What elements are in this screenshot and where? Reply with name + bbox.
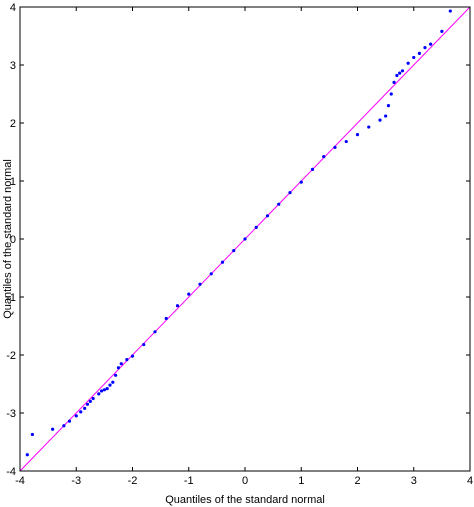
- data-point: [111, 380, 115, 384]
- data-points-layer: [25, 9, 452, 457]
- x-tick-label: -2: [128, 475, 138, 487]
- data-point: [398, 71, 402, 75]
- x-tick-label: 4: [467, 475, 473, 487]
- data-point: [175, 304, 180, 308]
- y-tick-label: -1: [6, 292, 16, 304]
- data-point: [288, 191, 292, 195]
- data-point: [85, 402, 90, 406]
- data-point: [322, 155, 326, 159]
- data-point: [392, 80, 396, 84]
- data-point: [395, 73, 399, 78]
- data-point: [220, 260, 225, 264]
- data-point: [209, 272, 213, 276]
- data-point: [130, 354, 135, 358]
- data-point: [417, 51, 421, 56]
- y-tick-label: 1: [10, 176, 16, 188]
- data-point: [429, 42, 433, 46]
- y-tick-label: 3: [10, 60, 16, 72]
- y-tick-label: 4: [10, 2, 16, 14]
- data-point: [254, 225, 258, 229]
- data-point: [62, 424, 66, 428]
- data-point: [378, 118, 382, 122]
- data-point: [108, 383, 112, 387]
- data-point: [114, 373, 118, 377]
- data-point: [88, 399, 92, 403]
- data-point: [412, 55, 416, 60]
- y-tick-label: 2: [10, 118, 16, 130]
- data-point: [79, 410, 83, 414]
- data-point: [423, 46, 427, 50]
- data-point: [243, 237, 247, 241]
- data-point: [384, 114, 388, 118]
- data-point: [51, 427, 55, 431]
- data-point: [232, 249, 236, 253]
- data-point: [74, 414, 78, 418]
- data-point: [105, 387, 109, 391]
- data-point: [406, 61, 410, 65]
- data-point: [198, 282, 202, 286]
- y-axis-title: Quantiles of the standard normal: [2, 159, 14, 319]
- data-point: [277, 202, 281, 206]
- data-point: [333, 145, 337, 149]
- data-point: [91, 396, 95, 401]
- ticks-layer: -4 -3 -2 -1 0 1 2 3 4 -4 -3 -2 -1 0 1 2 3 4: [6, 2, 473, 487]
- x-tick-label: 0: [242, 475, 248, 487]
- data-point: [355, 133, 360, 137]
- data-point: [83, 406, 87, 410]
- data-point: [97, 392, 101, 396]
- x-tick-label: 2: [354, 475, 360, 487]
- data-point: [30, 432, 34, 437]
- data-point: [440, 29, 444, 33]
- data-point: [344, 139, 348, 144]
- data-point: [153, 330, 157, 334]
- data-point: [265, 214, 270, 218]
- y-tick-label: -3: [6, 408, 16, 420]
- data-point: [142, 342, 146, 347]
- data-point: [164, 316, 168, 321]
- x-tick-label: -1: [184, 475, 194, 487]
- x-tick-label: 1: [298, 475, 304, 487]
- y-tick-label: -4: [6, 466, 16, 478]
- data-point: [367, 125, 371, 129]
- data-point: [25, 453, 29, 457]
- data-point: [310, 167, 315, 171]
- y-tick-label: -2: [6, 350, 16, 362]
- data-point: [299, 180, 303, 184]
- data-point: [119, 362, 123, 366]
- data-point: [448, 9, 452, 13]
- data-point: [400, 69, 405, 73]
- x-tick-label: -3: [71, 475, 81, 487]
- x-tick-label: -4: [15, 475, 25, 487]
- x-tick-label: 3: [411, 475, 417, 487]
- data-point: [99, 389, 104, 393]
- data-point: [116, 366, 121, 370]
- data-point: [187, 292, 191, 296]
- data-point: [389, 92, 393, 96]
- data-point: [67, 419, 72, 423]
- data-point: [386, 104, 391, 108]
- data-point: [125, 358, 129, 362]
- y-tick-label: 0: [10, 234, 16, 246]
- x-axis-title: Quantiles of the standard normal: [165, 494, 325, 506]
- data-point: [102, 388, 106, 392]
